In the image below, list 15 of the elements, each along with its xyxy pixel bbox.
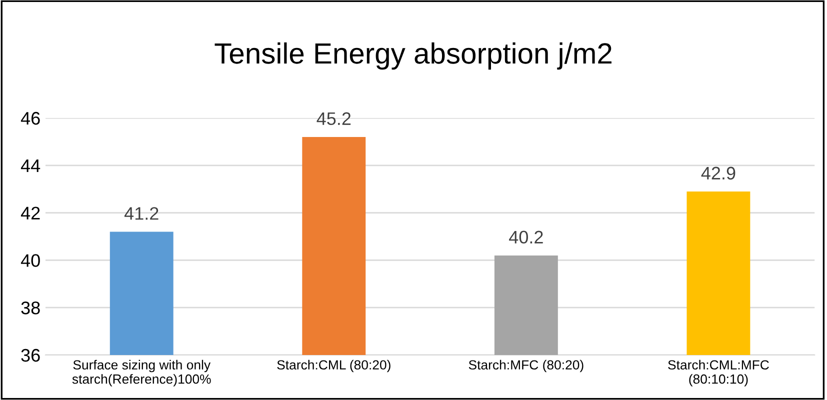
y-tick-label: 38 xyxy=(21,302,40,314)
x-tick-label: Starch:MFC (80:20) xyxy=(468,360,584,372)
y-tick-label: 40 xyxy=(20,254,40,267)
x-tick-label: Starch:CML (80:20) xyxy=(277,360,390,372)
y-tick-label: 36 xyxy=(21,348,40,362)
data-label: 40.2 xyxy=(509,230,543,244)
x-tick-label: Starch:CML:MFC (80:10:10) xyxy=(668,360,769,386)
data-label: 41.2 xyxy=(124,207,158,220)
x-tick-label: Surface sizing with only starch(Reference)100% xyxy=(72,360,211,386)
data-label: 45.2 xyxy=(316,112,351,126)
y-tick-label: 44 xyxy=(20,160,40,172)
y-tick-label: 46 xyxy=(20,112,40,125)
chart-title: Tensile Energy absorption j/m2 xyxy=(214,42,612,70)
y-tick-label: 42 xyxy=(20,206,40,220)
data-label: 42.9 xyxy=(701,166,736,180)
